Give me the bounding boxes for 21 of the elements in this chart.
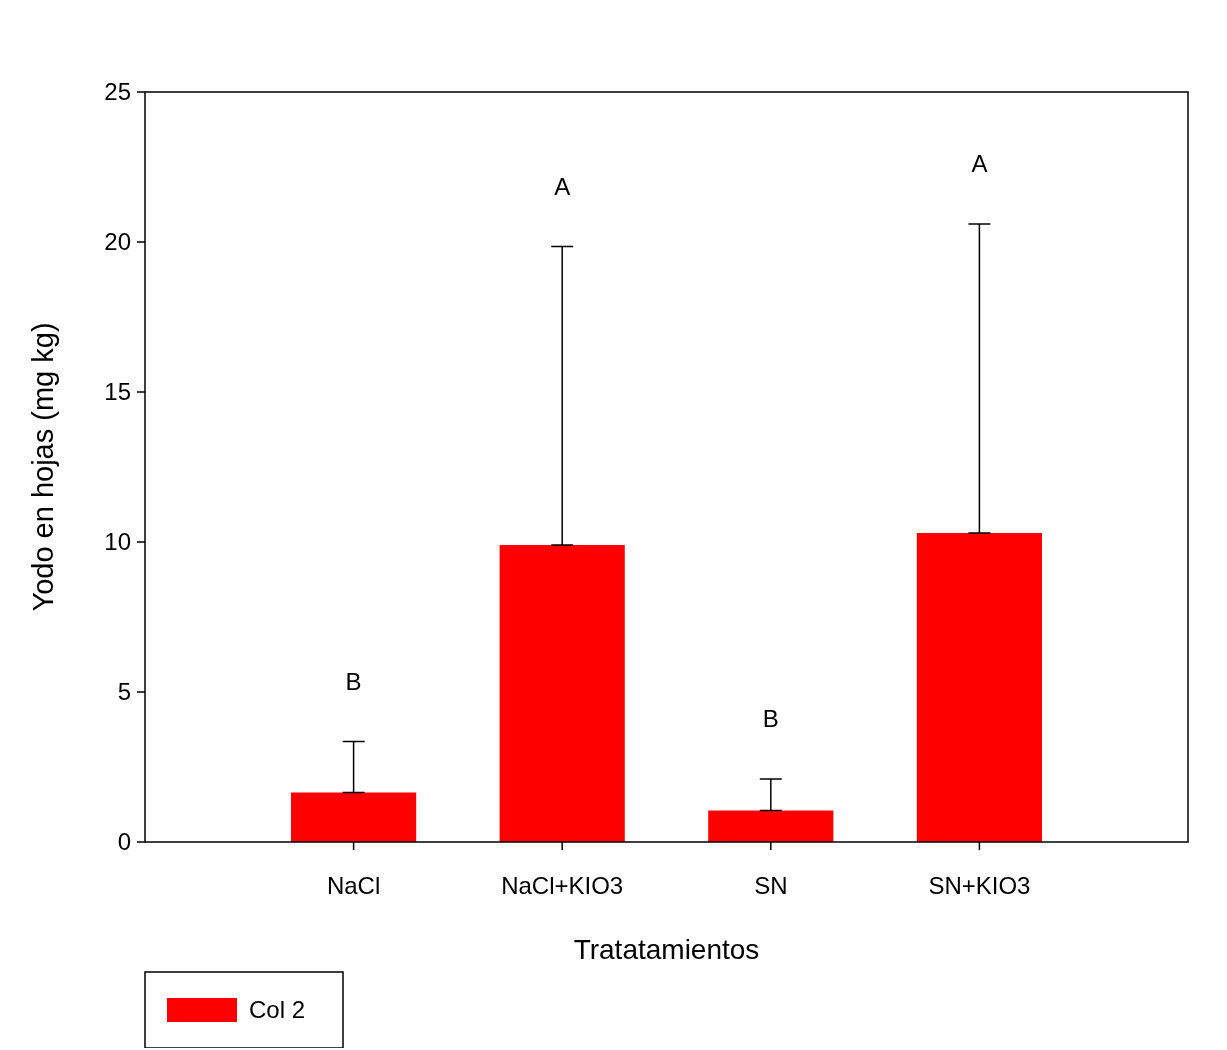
annotation: B: [762, 705, 779, 733]
bar: [499, 545, 625, 842]
annotation: A: [554, 172, 571, 200]
x-tick-label: NaCl: [326, 872, 381, 899]
y-tick-label: 20: [104, 228, 131, 256]
bar: [916, 533, 1042, 842]
legend-label: Col 2: [249, 996, 306, 1024]
x-tick-label: SN+KIO3: [928, 872, 1031, 899]
x-tick-label: SN: [754, 872, 788, 899]
y-tick-label: 10: [104, 528, 131, 556]
annotation: A: [971, 150, 988, 178]
bar: [708, 810, 834, 842]
x-axis-title: Tratatamientos: [573, 934, 760, 965]
y-tick-label: 5: [117, 678, 131, 706]
annotation: B: [345, 667, 362, 695]
x-tick-label: NaCl+KIO3: [501, 872, 624, 899]
y-axis-title: Yodo en hojas (mg kg): [27, 322, 59, 612]
y-tick-label: 25: [104, 78, 131, 106]
y-tick-label: 15: [104, 378, 131, 406]
bar: [291, 792, 417, 842]
y-tick-label: 0: [117, 828, 131, 856]
